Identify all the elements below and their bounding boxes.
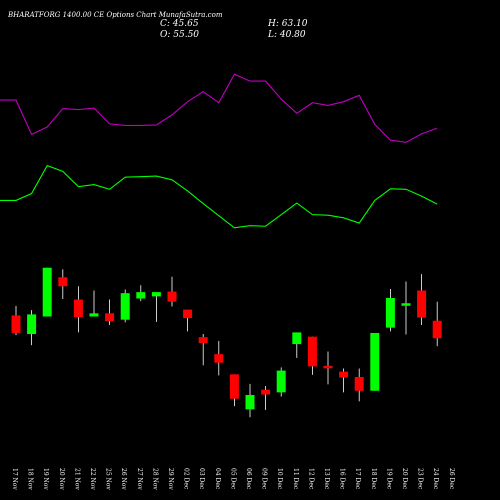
indicator-lines — [0, 73, 438, 229]
candle-body — [167, 291, 177, 302]
x-tick-label: 22 Nov — [89, 468, 96, 490]
candle-body — [105, 313, 115, 322]
x-tick-label: 03 Dec — [198, 468, 205, 490]
candle-body — [432, 320, 442, 339]
chart-title: BHARATFORG 1400.00 CE Options Chart Muna… — [7, 11, 223, 19]
candle-body — [370, 332, 380, 391]
upper-line-series — [0, 164, 438, 229]
candle-body — [11, 315, 21, 333]
candle-body — [401, 303, 411, 306]
candle — [105, 299, 115, 325]
candle — [42, 267, 52, 317]
candle — [229, 374, 239, 407]
candle — [385, 288, 395, 332]
candle-body — [245, 395, 255, 410]
x-tick-label: 20 Dec — [401, 468, 408, 490]
candle — [370, 332, 380, 391]
candle — [11, 305, 21, 336]
candle-body — [385, 297, 395, 328]
x-tick-label: 26 Nov — [120, 468, 127, 490]
x-tick-label: 04 Dec — [214, 468, 221, 490]
candle — [339, 368, 349, 393]
candle-body — [42, 267, 52, 317]
candle — [417, 274, 427, 325]
candle-body — [307, 336, 317, 367]
candle — [136, 285, 146, 302]
candle — [401, 281, 411, 335]
x-tick-label: 17 Dec — [354, 468, 361, 490]
x-tick-label: 18 Nov — [27, 468, 34, 490]
candle — [307, 336, 317, 375]
candle-body — [261, 389, 271, 395]
candle-body — [276, 370, 286, 393]
x-tick-label: 24 Dec — [432, 468, 439, 490]
x-tick-label: 13 Dec — [323, 468, 330, 490]
candle-body — [339, 371, 349, 378]
candle-body — [198, 337, 208, 344]
x-tick-label: 19 Dec — [385, 468, 392, 490]
candle-body — [183, 309, 193, 319]
x-tick-label: 11 Dec — [292, 468, 299, 490]
candle-body — [229, 374, 239, 399]
candle — [183, 309, 193, 332]
x-tick-label: 17 Nov — [11, 468, 18, 490]
x-tick-label: 09 Dec — [261, 468, 268, 490]
x-tick-label: 18 Dec — [370, 468, 377, 490]
candle — [167, 276, 177, 307]
candle — [354, 368, 364, 402]
low-label: L: 40.80 — [267, 30, 306, 40]
x-tick-label: 05 Dec — [229, 468, 236, 490]
candle-body — [58, 277, 68, 287]
candle — [27, 310, 37, 346]
x-tick-label: 06 Dec — [245, 468, 252, 490]
candle — [276, 367, 286, 397]
x-tick-label: 12 Dec — [307, 468, 314, 490]
candle-body — [214, 354, 224, 363]
candle-body — [417, 290, 427, 318]
candle-body — [136, 292, 146, 299]
candle — [261, 385, 271, 410]
x-axis: 17 Nov 18 Nov 19 Nov 20 Nov 21 Nov 22 Nov 25 N… — [11, 468, 455, 490]
high-label: H: 63.10 — [267, 19, 308, 29]
candle-body — [89, 313, 99, 317]
x-tick-label: 16 Dec — [339, 468, 346, 490]
x-tick-label: 29 Nov — [167, 468, 174, 490]
candle — [120, 289, 130, 323]
lower-line-series — [0, 73, 438, 143]
candle-body — [354, 376, 364, 391]
candle — [432, 301, 442, 347]
x-tick-label: 21 Nov — [73, 468, 80, 490]
candle-body — [292, 332, 302, 345]
x-tick-label: 28 Nov — [151, 468, 158, 490]
x-tick-label: 26 Dec — [448, 468, 455, 490]
candle — [89, 290, 99, 317]
x-tick-label: 25 Nov — [105, 468, 112, 490]
x-tick-label: 19 Nov — [42, 468, 49, 490]
candles — [11, 267, 442, 418]
candle — [73, 286, 83, 333]
candle-body — [27, 314, 37, 335]
x-tick-label: 10 Dec — [276, 468, 283, 490]
x-tick-label: 02 Dec — [183, 468, 190, 490]
candle — [58, 269, 68, 300]
candle — [214, 340, 224, 376]
candle — [245, 383, 255, 418]
candle-body — [73, 299, 83, 318]
candle — [323, 351, 333, 385]
x-tick-label: 23 Dec — [417, 468, 424, 490]
x-tick-label: 27 Nov — [136, 468, 143, 490]
candle-body — [151, 292, 161, 297]
open-label: O: 55.50 — [160, 30, 199, 40]
x-tick-label: 20 Nov — [58, 468, 65, 490]
candle — [292, 332, 302, 358]
candle-body — [323, 365, 333, 369]
candle — [198, 334, 208, 366]
close-label: C: 45.65 — [160, 19, 199, 29]
candle-body — [120, 293, 130, 320]
candle — [151, 292, 161, 322]
